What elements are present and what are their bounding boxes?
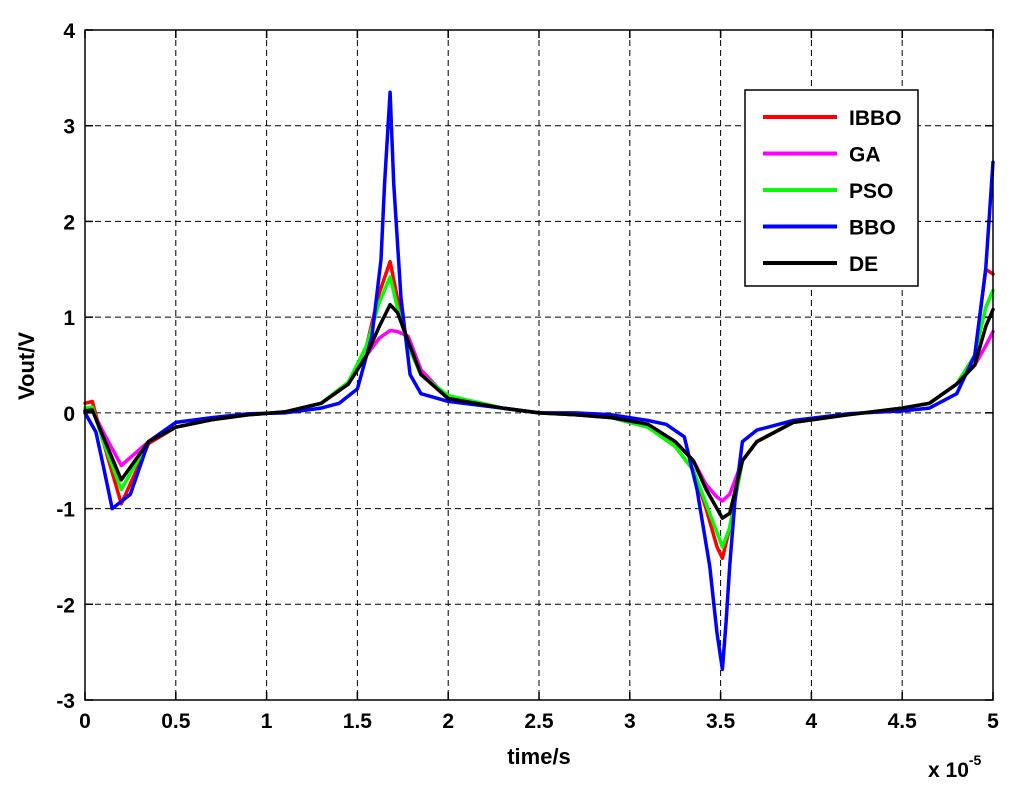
y-tick-label: -3 (56, 690, 75, 713)
x-tick-label: 1.5 (343, 710, 373, 733)
series-lines (83, 90, 995, 672)
x-tick-label: 4.5 (888, 710, 918, 733)
legend: IBBO GA PSO BBO DE (744, 89, 919, 287)
legend-label-bbo: BBO (849, 217, 896, 240)
x-axis-title: time/s (507, 744, 571, 769)
legend-label-ga: GA (849, 144, 881, 167)
x-tick-label: 0 (79, 710, 91, 733)
y-tick-label: -2 (56, 594, 75, 617)
x-tick-label: 3 (624, 710, 636, 733)
y-tick-label: 0 (63, 403, 75, 426)
y-tick-label: -1 (56, 499, 75, 522)
x-tick-label: 4 (806, 710, 818, 733)
x-axis-multiplier-base: x 10 (928, 759, 969, 782)
y-axis-title: Vout/V (14, 332, 39, 400)
x-tick-label: 3.5 (706, 710, 736, 733)
y-tick-label: 4 (63, 20, 75, 43)
x-tick-label: 5 (987, 710, 999, 733)
x-tick-label: 2 (442, 710, 454, 733)
legend-label-de: DE (849, 253, 878, 276)
axis-ticks: 0 0.5 1 1.5 2 2.5 3 3.5 4 4.5 5 -3 -2 -1 0 1 2 3 4 (56, 20, 999, 733)
x-tick-label: 2.5 (524, 710, 554, 733)
y-tick-label: 3 (63, 116, 75, 139)
x-axis-multiplier-exponent: -5 (969, 752, 982, 768)
legend-label-pso: PSO (849, 180, 893, 203)
y-tick-label: 1 (63, 307, 75, 330)
x-axis-multiplier: x 10-5 (928, 752, 982, 782)
y-tick-label: 2 (63, 211, 75, 234)
legend-label-ibbo: IBBO (849, 107, 902, 130)
x-tick-label: 1 (261, 710, 273, 733)
x-tick-label: 0.5 (161, 710, 191, 733)
series-line-de (83, 302, 995, 520)
